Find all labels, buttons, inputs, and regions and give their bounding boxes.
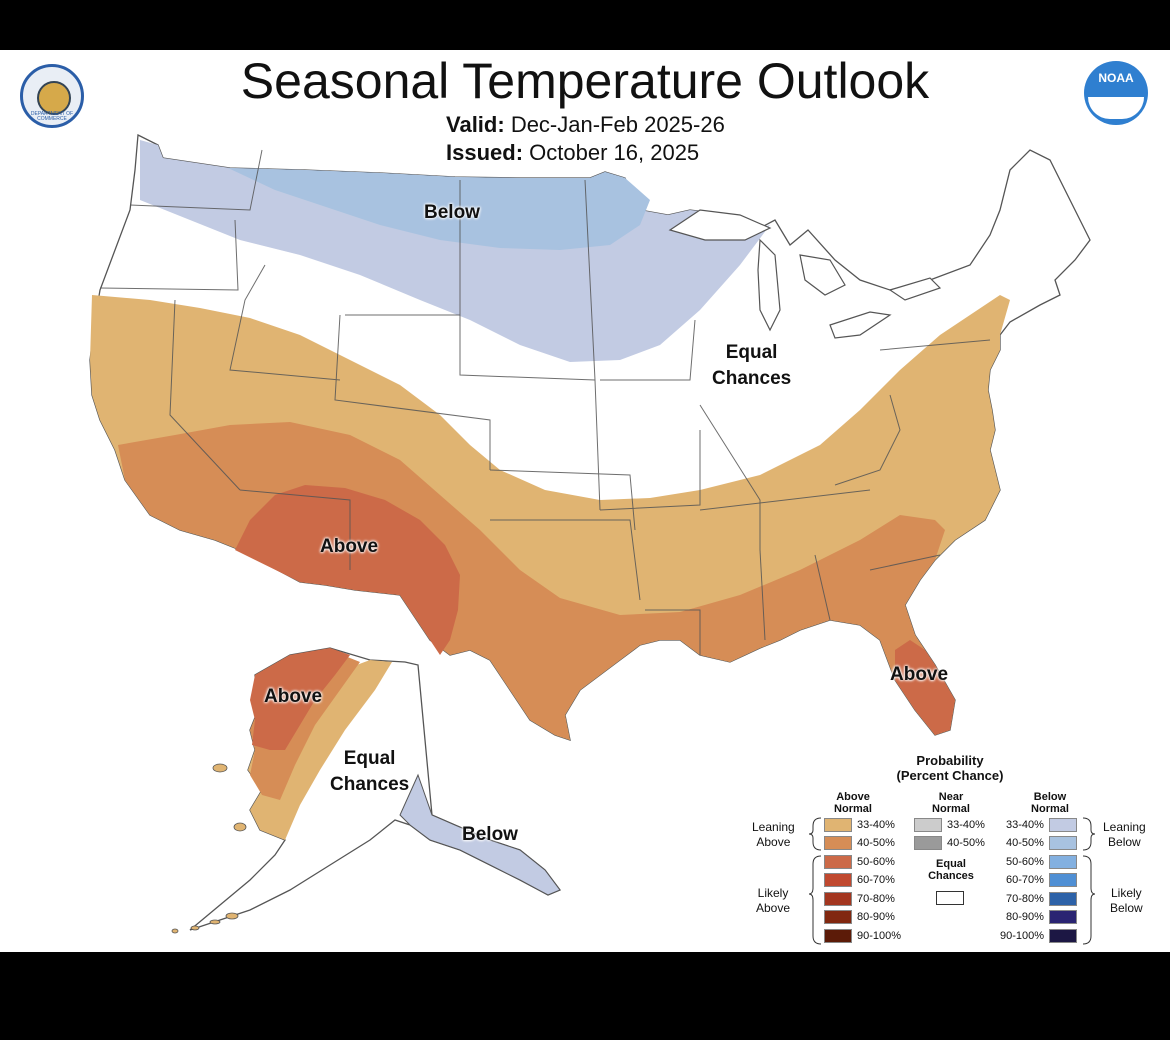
legend-below-swatch-1: [1049, 818, 1077, 832]
noaa-logo-text: NOAA: [1098, 71, 1134, 85]
legend-above-label-6: 80-90%: [857, 911, 895, 923]
issued-line: Issued: October 16, 2025: [446, 140, 699, 166]
legend-equal-swatch: [936, 891, 964, 905]
legend-above-header-2: Normal: [834, 803, 872, 815]
label-equal-east-2: Chances: [712, 368, 792, 389]
commerce-seal-text: DEPARTMENT OF COMMERCE: [30, 111, 74, 122]
below-40-core: [228, 168, 650, 250]
legend-equal-label-1: Equal: [936, 858, 966, 870]
legend-below-header-1: Below: [1033, 791, 1067, 803]
legend-near-swatch-2: [914, 836, 942, 850]
legend-above-swatch-7: [824, 929, 852, 943]
great-lakes: [668, 209, 942, 339]
label-equal-east-1: Equal: [725, 342, 778, 363]
legend-leaning-below-1: Leaning: [1103, 820, 1146, 834]
legend-near-label-1: 33-40%: [947, 819, 985, 831]
legend-below-swatch-6: [1049, 910, 1077, 924]
legend-below-label-7: 90-100%: [1000, 930, 1045, 942]
label-below-north: Below: [424, 202, 480, 223]
legend-title-1: Probability: [916, 753, 984, 768]
legend-near-header-1: Near: [938, 791, 964, 803]
legend-title-2: (Percent Chance): [896, 768, 1004, 783]
legend-above-swatch-4: [824, 873, 852, 887]
legend-below-swatch-7: [1049, 929, 1077, 943]
valid-label: Valid:: [446, 112, 505, 137]
legend-likely-below-1: Likely: [1111, 886, 1142, 900]
label-above-alaska: Above: [264, 686, 323, 707]
legend-likely-above-1: Likely: [757, 886, 789, 900]
aleutians: [171, 763, 247, 934]
label-equal-alaska-2: Chances: [330, 774, 410, 795]
label-equal-alaska-1: Equal: [343, 748, 396, 769]
legend-below-swatch-2: [1049, 836, 1077, 850]
legend-brackets: [808, 817, 1096, 945]
legend-likely-below: Likely Below: [1110, 886, 1143, 916]
legend-below-swatch-5: [1049, 892, 1077, 906]
label-above-southwest: Above: [320, 536, 379, 557]
noaa-logo-icon: NOAA: [1084, 61, 1148, 125]
label-above-florida: Above: [890, 664, 949, 685]
alaska-above-50: [250, 648, 350, 750]
legend-above-header-1: Above: [836, 791, 870, 803]
legend-above-header: Above Normal: [823, 791, 883, 815]
legend-equal-label: Equal Chances: [920, 858, 982, 882]
legend-above-swatch-5: [824, 892, 852, 906]
legend-above-swatch-2: [824, 836, 852, 850]
alaska-below: [399, 773, 561, 896]
legend-above-label-5: 70-80%: [857, 893, 895, 905]
legend-leaning-above-2: Above: [756, 835, 791, 849]
state-borders: [99, 149, 991, 655]
above-50-southwest: [235, 485, 460, 655]
legend-leaning-below: Leaning Below: [1103, 820, 1146, 850]
legend-below-header: Below Normal: [1020, 791, 1080, 815]
outlook-map: [89, 133, 1091, 934]
legend-near-label-2: 40-50%: [947, 837, 985, 849]
label-below-alaska: Below: [462, 824, 518, 845]
legend-above-label-2: 40-50%: [857, 837, 895, 849]
legend-likely-above-2: Above: [756, 901, 791, 915]
legend-below-swatch-4: [1049, 873, 1077, 887]
legend-near-swatch-1: [914, 818, 942, 832]
label-equal-east: Equal Chances: [712, 340, 791, 392]
legend-above-swatch-1: [824, 818, 852, 832]
legend-above-label-4: 60-70%: [857, 874, 895, 886]
legend-leaning-above-1: Leaning: [752, 820, 795, 834]
legend-below-swatch-3: [1049, 855, 1077, 869]
issued-label: Issued:: [446, 140, 524, 165]
page-title: Seasonal Temperature Outlook: [240, 53, 930, 109]
legend-below-label-1: 33-40%: [1006, 819, 1044, 831]
legend-below-label-6: 80-90%: [1006, 911, 1044, 923]
legend-below-label-3: 50-60%: [1006, 856, 1044, 868]
legend-below-label-5: 70-80%: [1006, 893, 1044, 905]
legend-leaning-above: Leaning Above: [752, 820, 795, 850]
legend-near-header-2: Normal: [932, 803, 970, 815]
valid-line: Valid: Dec-Jan-Feb 2025-26: [446, 112, 725, 138]
legend-likely-below-2: Below: [1110, 901, 1143, 915]
legend-equal-label-2: Chances: [928, 870, 974, 882]
legend-title: Probability (Percent Chance): [880, 753, 1020, 783]
legend-above-label-7: 90-100%: [857, 930, 902, 942]
label-equal-alaska: Equal Chances: [330, 746, 409, 798]
legend-below-header-2: Normal: [1031, 803, 1069, 815]
legend-above-swatch-3: [824, 855, 852, 869]
legend-below-label-4: 60-70%: [1006, 874, 1044, 886]
commerce-seal-icon: DEPARTMENT OF COMMERCE: [20, 64, 84, 128]
legend-above-label-3: 50-60%: [857, 856, 895, 868]
legend-above-label-1: 33-40%: [857, 819, 895, 831]
above-50-florida: [895, 640, 955, 735]
legend-near-header: Near Normal: [921, 791, 981, 815]
alaska-above-33: [248, 660, 392, 840]
legend-below-label-2: 40-50%: [1006, 837, 1044, 849]
valid-value: Dec-Jan-Feb 2025-26: [510, 112, 725, 137]
legend-likely-above: Likely Above: [756, 886, 790, 916]
legend-above-swatch-6: [824, 910, 852, 924]
legend-leaning-below-2: Below: [1108, 835, 1141, 849]
outlook-map-page: DEPARTMENT OF COMMERCE NOAA Seasonal Tem…: [0, 50, 1170, 952]
issued-value: October 16, 2025: [529, 140, 700, 165]
